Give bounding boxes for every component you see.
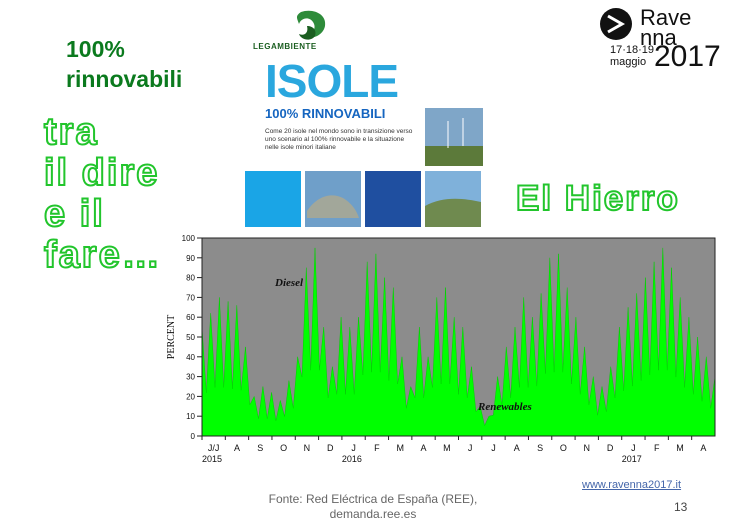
y-tick-label: 30 (186, 373, 195, 382)
legambiente-logo-icon (297, 10, 326, 40)
y-tick-label: 0 (191, 432, 196, 441)
report-cover: LEGAMBIENTE ISOLE 100% RINNOVABILI Come … (243, 6, 483, 231)
annotation-diesel: Diesel (274, 277, 304, 289)
x-tick-label: J (351, 443, 356, 453)
y-tick-label: 50 (186, 333, 195, 342)
y-tick-label: 70 (186, 293, 195, 302)
y-tick-label: 20 (186, 392, 195, 401)
y-tick-label: 60 (186, 313, 195, 322)
x-tick-label: M (396, 443, 404, 453)
y-tick-label: 90 (186, 254, 195, 263)
x-tick-label: S (537, 443, 543, 453)
ravenna-name-line1: Rave (640, 5, 692, 30)
x-tick-label: D (327, 443, 334, 453)
x-tick-label: F (374, 443, 380, 453)
x-tick-label: J (468, 443, 473, 453)
x-tick-label: O (560, 443, 567, 453)
x-tick-label: J (631, 443, 636, 453)
island-name-el-hierro: El Hierro (515, 178, 680, 219)
y-tick-label: 10 (186, 412, 195, 421)
ravenna-dates: 17·18·19 maggio (610, 44, 655, 68)
x-tick-label: A (514, 443, 520, 453)
page-number: 13 (674, 500, 688, 514)
title-100-rinnovabili: 100% rinnovabili (66, 36, 183, 92)
ravenna-arrow-icon (600, 8, 632, 40)
renewables-chart: 0 10 20 30 40 50 60 70 80 90 100 PERCENT J/J A S O N D J F M… (166, 234, 716, 464)
x-tick-label: A (234, 443, 240, 453)
x-tick-label: S (257, 443, 263, 453)
y-tick-label: 100 (182, 234, 196, 243)
x-tick-label: D (607, 443, 614, 453)
cover-artwork (245, 108, 483, 227)
x-tick-label: J (491, 443, 496, 453)
ravenna-name-line2: nna (640, 25, 677, 50)
x-tick-label: N (584, 443, 591, 453)
annotation-renewables: Renewables (477, 401, 532, 413)
cover-subtitle: 100% RINNOVABILI (265, 106, 386, 121)
year-label: 2017 (622, 454, 642, 464)
y-axis-label: PERCENT (166, 315, 177, 359)
legambiente-label: LEGAMBIENTE (253, 42, 317, 51)
footer-link[interactable]: www.ravenna2017.it (582, 479, 682, 491)
cover-title: ISOLE (265, 55, 399, 107)
y-tick-label: 80 (186, 274, 195, 283)
ravenna-2017-logo: Rave nna 17·18·19 maggio 2017 (590, 4, 730, 74)
series-renewables-area (201, 247, 716, 437)
x-tick-label: A (700, 443, 706, 453)
footer-source: Fonte: Red Eléctrica de España (REE), de… (268, 492, 478, 521)
tagline-tra-il-dire-e-il-fare: tra il dire e il fare… (43, 111, 162, 277)
x-tick-label: N (304, 443, 311, 453)
x-tick-label: J/J (208, 443, 220, 453)
y-tick-label: 40 (186, 353, 195, 362)
year-label: 2016 (342, 454, 362, 464)
x-tick-label: O (280, 443, 287, 453)
ravenna-year: 2017 (654, 40, 721, 73)
year-label: 2015 (202, 454, 222, 464)
ravenna-name: Rave nna (640, 5, 692, 50)
x-tick-label: M (676, 443, 684, 453)
x-tick-label: A (421, 443, 427, 453)
x-tick-label: F (654, 443, 660, 453)
x-tick-label: M (443, 443, 451, 453)
cover-description: Come 20 isole nel mondo sono in transizi… (265, 128, 413, 151)
